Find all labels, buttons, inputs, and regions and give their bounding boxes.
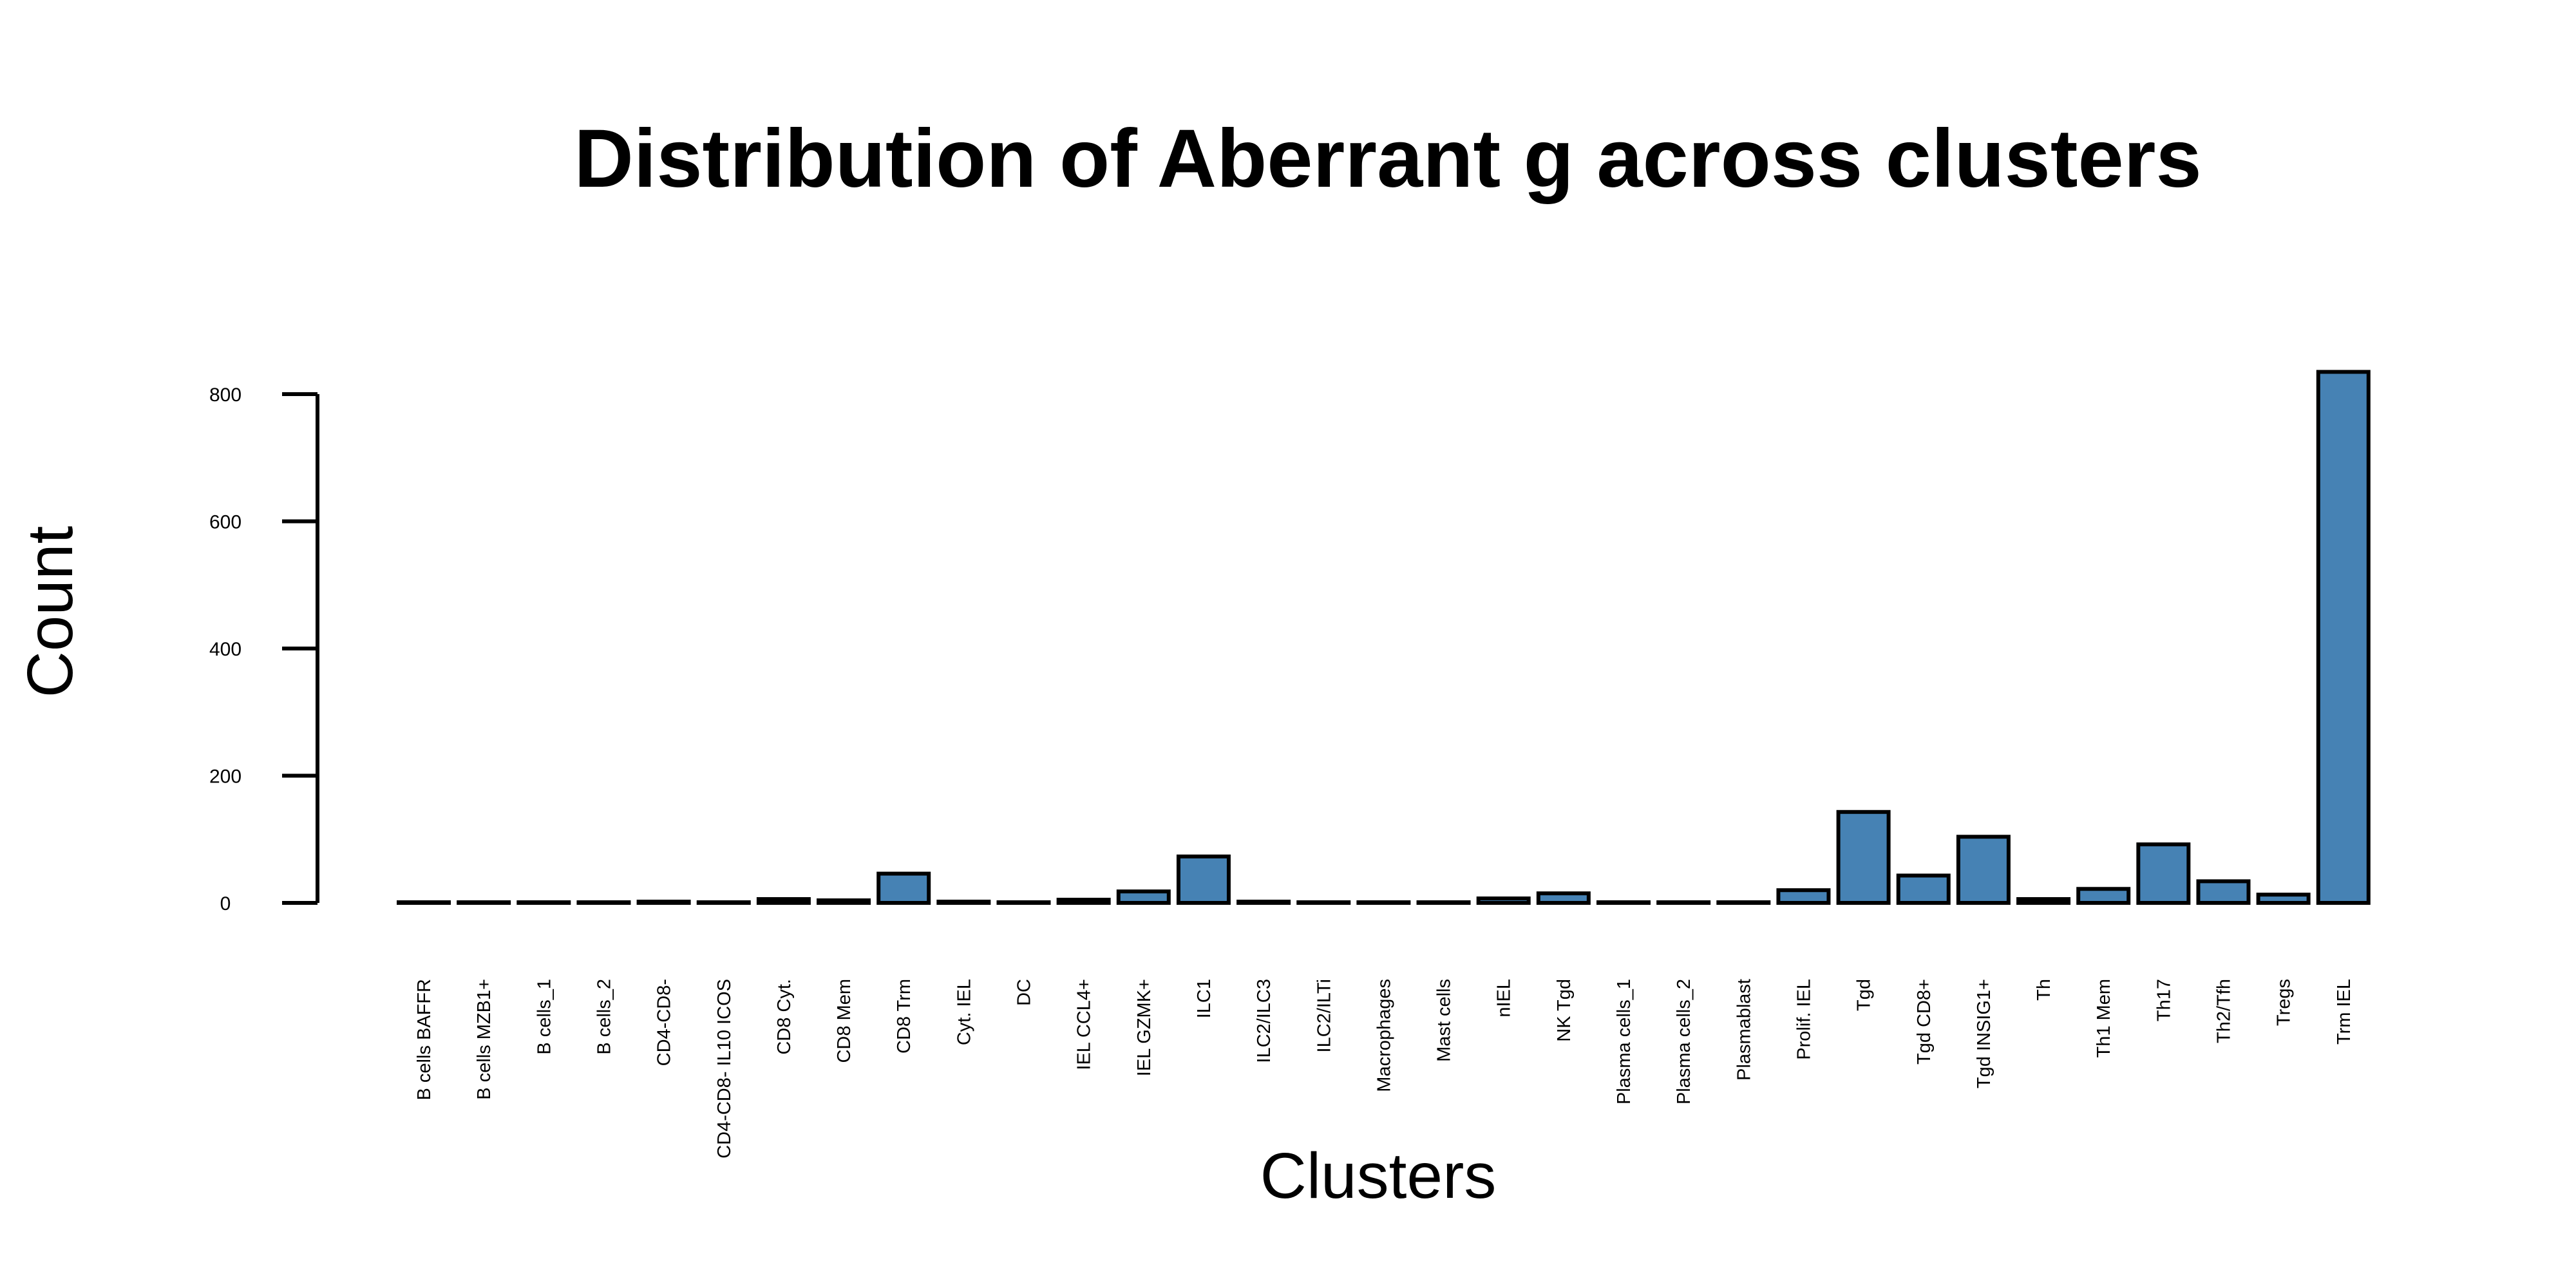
bar [2136,842,2191,905]
x-tick-label: CD4-CD8- [654,979,675,1066]
bar [457,900,511,905]
bar [2256,893,2311,905]
bars [397,370,2371,905]
bar [1476,896,1531,905]
y-tick-label: 400 [209,639,242,660]
y-axis: 0 200 400 600 800 [209,384,319,914]
x-tick-label: ILC1 [1194,979,1215,1018]
y-tick-label: 200 [209,766,242,788]
chart-title: Distribution of Aberrant g across cluste… [574,113,2201,205]
x-tick-label: Macrophages [1374,979,1394,1092]
bar [1896,873,1951,905]
x-tick-label: nIEL [1494,979,1515,1018]
bar [936,900,991,905]
x-tick-label: Cyt. IEL [954,979,974,1045]
y-axis-label: Count [14,526,86,697]
x-tick-label: Trm IEL [2334,979,2354,1045]
bar [876,871,931,905]
bar [817,898,871,905]
bar [1536,891,1591,905]
bar [1176,854,1231,905]
y-tick-label: 800 [209,384,242,406]
x-tick-label: CD8 Trm [894,979,914,1054]
bar [1776,888,1831,905]
x-tick-label: ILC2/ILTi [1314,979,1334,1052]
bar [576,900,631,905]
bar [1416,900,1471,905]
bar [1236,900,1291,905]
x-tick-label: B cells_1 [534,979,554,1055]
x-tick-label: Th17 [2154,979,2174,1021]
x-tick-label: ILC2/ILC3 [1254,979,1274,1063]
bar [636,900,691,905]
x-tick-label: Th2/Tfh [2214,979,2235,1043]
x-tick-label: Plasma cells_2 [1674,979,1694,1104]
x-tick-label: Tgd INSIG1+ [1974,979,1994,1088]
x-tick-label: NK Tgd [1554,979,1575,1042]
x-tick-label: Plasma cells_1 [1614,979,1634,1104]
x-tick-label: B cells MZB1+ [474,979,495,1100]
bar [2316,370,2371,905]
x-tick-label: IEL GZMK+ [1134,979,1155,1076]
bar [2016,897,2071,905]
x-tick-label: Prolif. IEL [1794,979,1814,1060]
bar [1716,900,1771,905]
bar [996,900,1051,905]
x-tick-label: IEL CCL4+ [1074,979,1095,1070]
category-labels: B cells BAFFR B cells MZB1+ B cells_1 B cel… [414,979,2354,1159]
x-tick-label: Tregs [2274,979,2295,1026]
bar [1596,900,1651,905]
bar [2196,879,2251,905]
x-axis-label: Clusters [1260,1140,1497,1212]
bar [1656,900,1711,905]
x-tick-label: Mast cells [1434,979,1455,1062]
bar [397,900,451,905]
bar [756,897,811,905]
x-tick-label: DC [1014,979,1035,1006]
x-tick-label: B cells_2 [594,979,614,1055]
y-tick-label: 600 [209,512,242,533]
x-tick-label: Th [2034,979,2054,1001]
x-tick-label: CD4-CD8- IL10 ICOS [714,979,735,1159]
x-tick-label: CD8 Cyt. [774,979,795,1055]
x-tick-label: B cells BAFFR [414,979,435,1101]
bar [1356,900,1411,905]
x-tick-label: Tgd CD8+ [1914,979,1935,1065]
x-tick-label: Plasmablast [1734,979,1754,1081]
x-tick-label: CD8 Mem [834,979,855,1063]
bar [1956,835,2011,905]
bar [2076,887,2131,905]
bar [1296,900,1351,905]
x-tick-label: Th1 Mem [2094,979,2114,1057]
bar [516,900,571,905]
x-tick-label: Tgd [1854,979,1875,1011]
y-tick-label: 0 [220,893,231,914]
bar [1836,810,1891,905]
bar [1116,889,1171,905]
bar [1056,898,1111,905]
bar [696,900,751,905]
